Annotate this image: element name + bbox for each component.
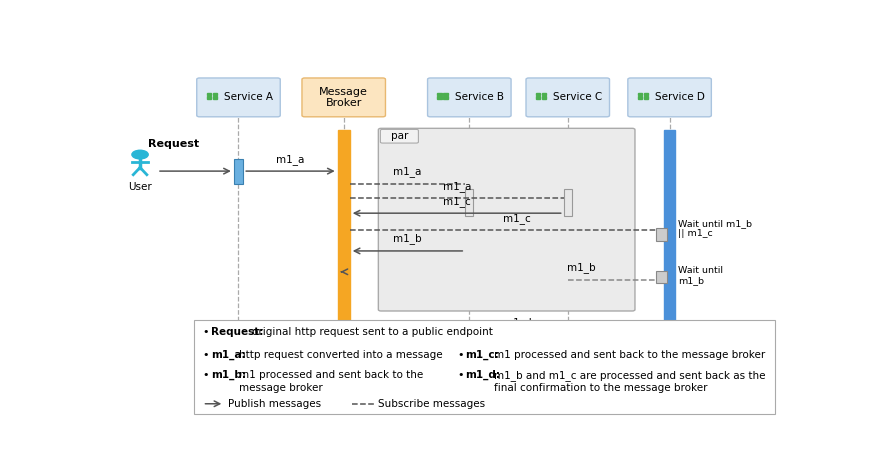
Bar [207, 93, 211, 95]
Bar [563, 189, 572, 216]
Bar [194, 320, 774, 414]
Text: m1_b: m1_b [393, 234, 422, 244]
Text: •: • [202, 327, 209, 337]
Text: Service A: Service A [224, 92, 273, 102]
FancyBboxPatch shape [378, 128, 635, 311]
FancyBboxPatch shape [380, 129, 419, 143]
Text: par: par [391, 131, 408, 141]
Text: m1_b and m1_c are processed and sent back as the: m1_b and m1_c are processed and sent bac… [494, 370, 766, 381]
FancyBboxPatch shape [302, 78, 385, 117]
Text: Subscribe messages: Subscribe messages [378, 399, 484, 409]
Bar [644, 97, 648, 99]
Text: Service B: Service B [455, 92, 504, 102]
Text: Service C: Service C [553, 92, 603, 102]
Bar [443, 97, 448, 99]
Bar [542, 97, 546, 99]
FancyBboxPatch shape [628, 78, 711, 117]
Text: m1_c:: m1_c: [465, 350, 499, 361]
Bar [213, 97, 216, 99]
Text: Message
Broker: Message Broker [319, 86, 368, 108]
Text: Request: Request [148, 139, 200, 149]
Text: final confirmation to the message broker: final confirmation to the message broker [494, 383, 707, 393]
Text: m1 processed and sent back to the message broker: m1 processed and sent back to the messag… [494, 350, 765, 360]
Bar [536, 97, 540, 99]
Bar [664, 130, 675, 354]
FancyBboxPatch shape [427, 78, 511, 117]
Text: m1_a: m1_a [393, 166, 421, 177]
Text: m1_b:: m1_b: [210, 370, 245, 380]
Bar [542, 93, 546, 95]
Bar [465, 189, 473, 216]
Circle shape [132, 150, 148, 159]
Bar [437, 93, 442, 95]
Bar [234, 158, 244, 184]
Text: Publish messages: Publish messages [229, 399, 321, 409]
Text: m1_c: m1_c [503, 213, 531, 224]
Bar [437, 97, 442, 99]
Text: m1_d: m1_d [503, 318, 531, 328]
Text: m1 processed and sent back to the: m1 processed and sent back to the [239, 370, 423, 380]
Text: m1_b: m1_b [567, 262, 596, 273]
FancyBboxPatch shape [526, 78, 610, 117]
Text: message broker: message broker [239, 383, 323, 393]
Text: http request converted into a message: http request converted into a message [239, 350, 442, 360]
Bar [656, 271, 667, 283]
Text: Wait until
m1_b: Wait until m1_b [678, 266, 723, 285]
Text: original http request sent to a public endpoint: original http request sent to a public e… [252, 327, 493, 337]
Bar [337, 130, 350, 354]
Bar [638, 97, 642, 99]
Text: Service D: Service D [655, 92, 705, 102]
Text: m1_a: m1_a [442, 181, 471, 191]
Text: User: User [128, 182, 152, 192]
Text: m1_a:: m1_a: [210, 350, 245, 361]
Text: m1_d:: m1_d: [465, 370, 500, 380]
Text: m1_a: m1_a [276, 154, 305, 165]
FancyBboxPatch shape [197, 78, 280, 117]
Text: Request:: Request: [210, 327, 263, 337]
Text: •: • [202, 350, 209, 360]
Text: Wait until m1_b
|| m1_c: Wait until m1_b || m1_c [678, 219, 752, 238]
Bar [644, 93, 648, 95]
Bar [213, 93, 216, 95]
Text: •: • [202, 370, 209, 380]
Text: •: • [457, 370, 463, 380]
Bar [656, 227, 667, 241]
Bar [638, 93, 642, 95]
Text: m1_c: m1_c [443, 196, 470, 207]
Text: •: • [457, 350, 463, 360]
Bar [207, 97, 211, 99]
Bar [443, 93, 448, 95]
Bar [536, 93, 540, 95]
